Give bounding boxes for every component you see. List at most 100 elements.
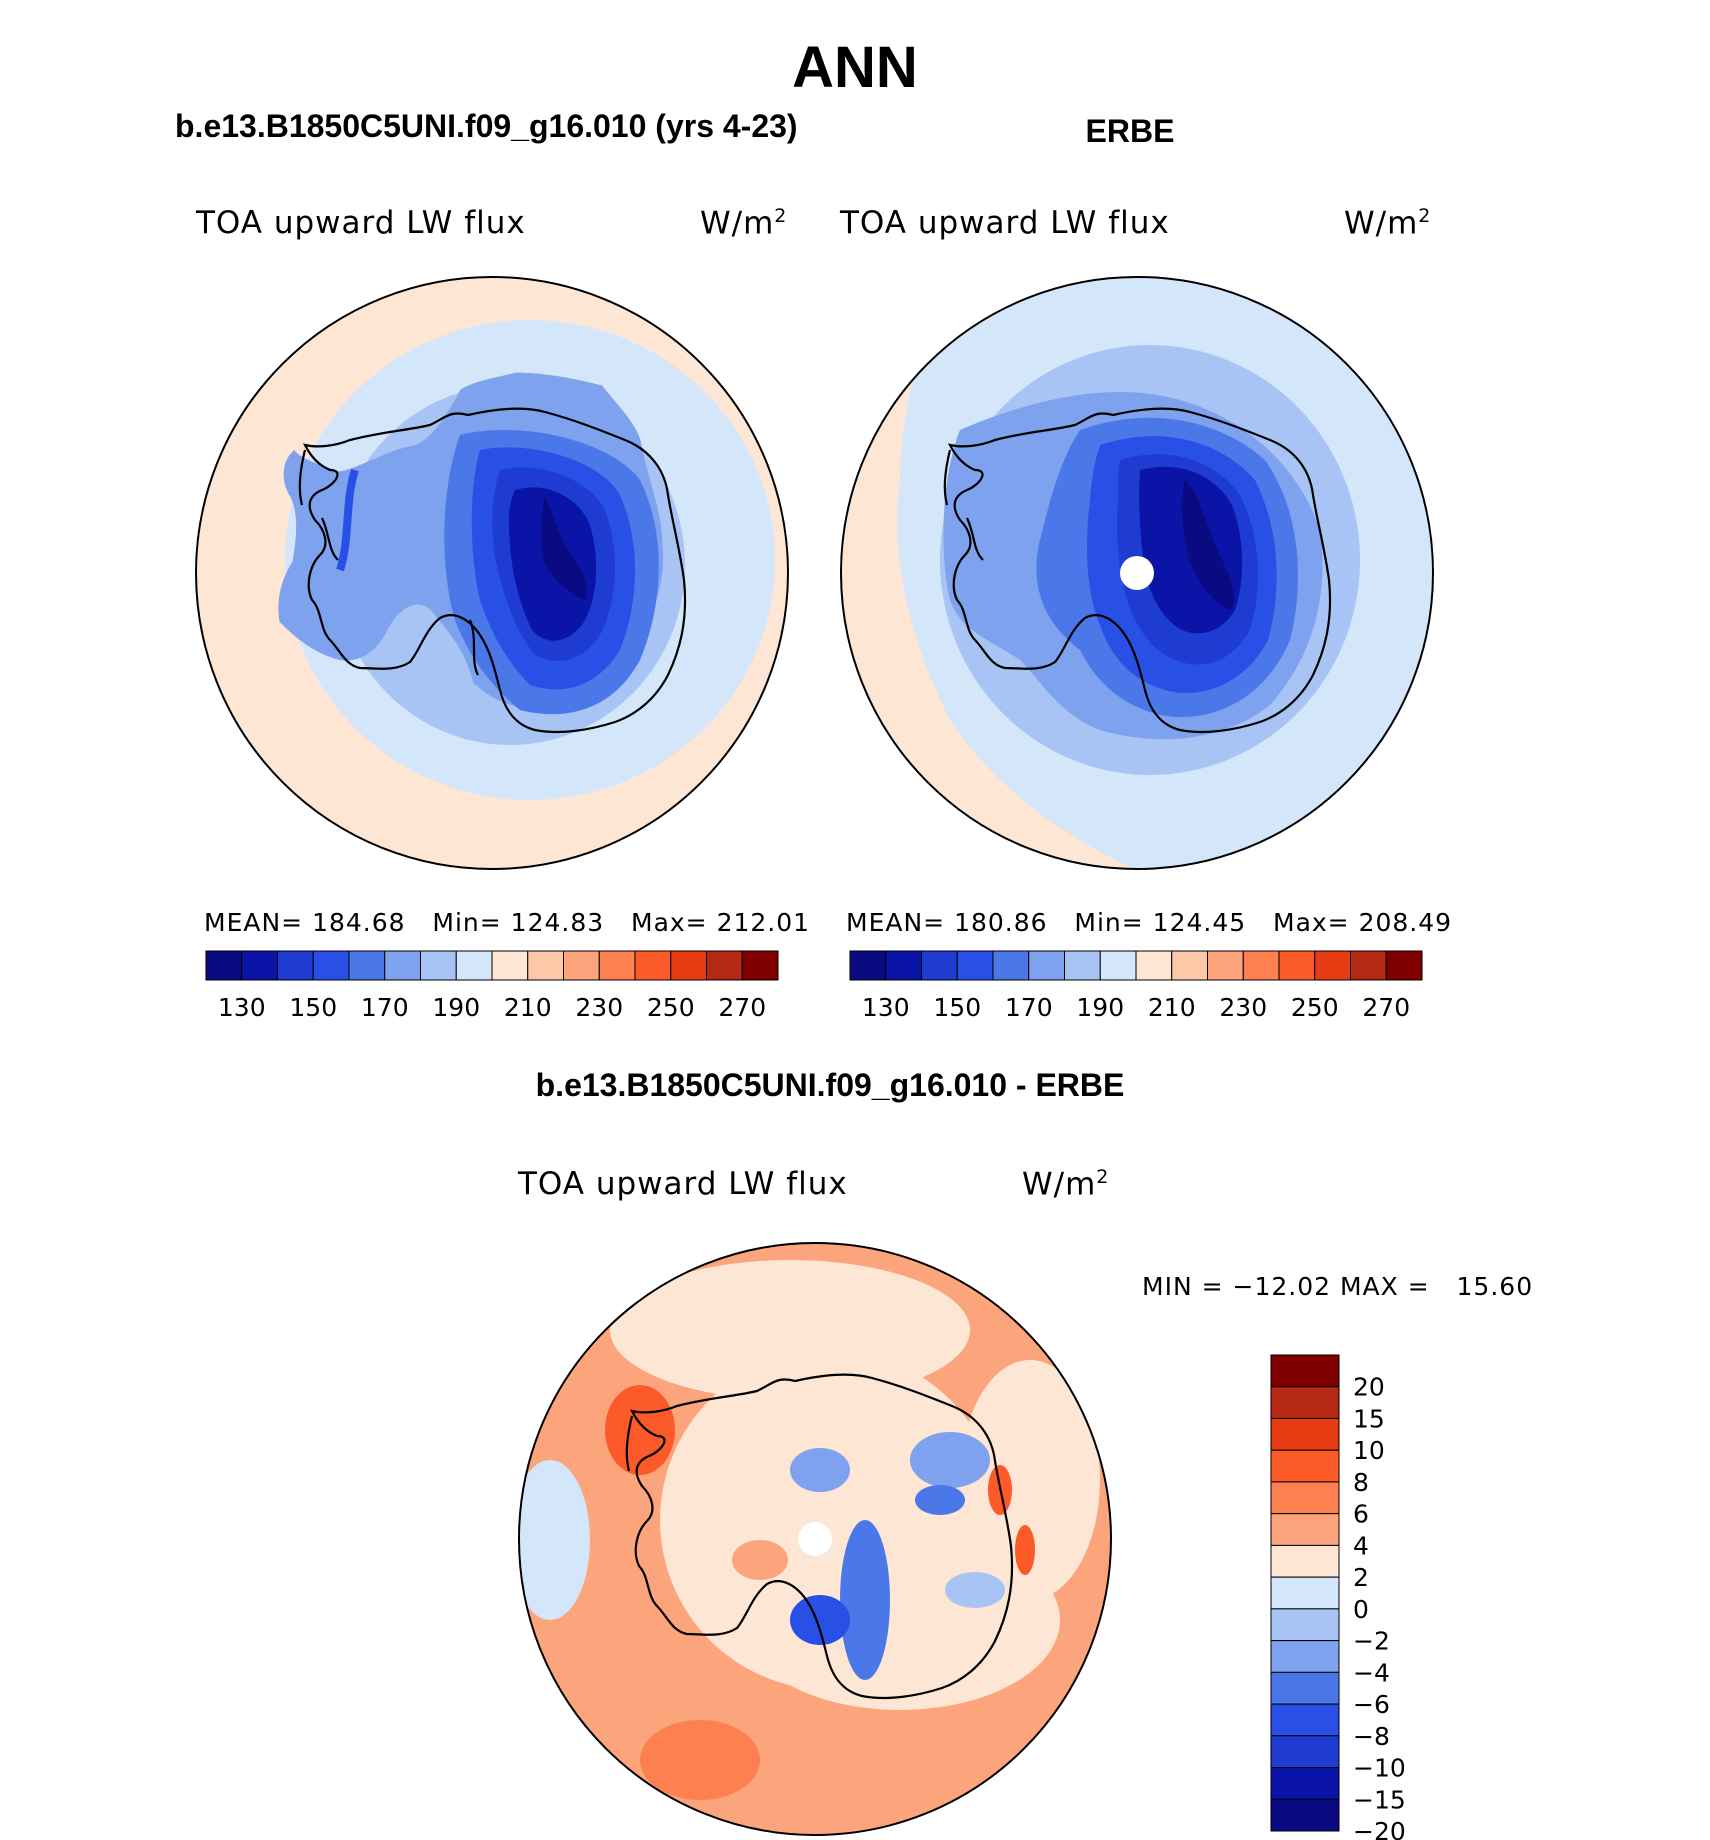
- obs-min-value: 124.45: [1152, 908, 1247, 937]
- diff-colorbar-tick-label: 20: [1353, 1373, 1385, 1402]
- diff-colorbar-tick-label: −4: [1353, 1658, 1390, 1687]
- model-colorbar-swatch: [348, 950, 386, 981]
- model-map: [196, 277, 788, 869]
- diff-colorbar-swatch: [1270, 1576, 1340, 1610]
- model-colorbar-tick-label: 230: [575, 993, 623, 1022]
- diff-colorbar-tick-label: 0: [1353, 1595, 1369, 1624]
- model-colorbar-swatch: [706, 950, 743, 981]
- model-colorbar-swatch: [527, 950, 564, 981]
- model-colorbar-swatch: [384, 950, 421, 981]
- model-colorbar-swatch: [741, 950, 779, 981]
- obs-colorbar-tick-label: 210: [1148, 993, 1196, 1022]
- diff-colorbar-swatch: [1270, 1354, 1340, 1388]
- diff-colorbar-swatch: [1270, 1544, 1340, 1578]
- model-panel-title: b.e13.B1850C5UNI.f09_g16.010 (yrs 4-23): [175, 108, 798, 144]
- model-colorbar-swatch: [634, 950, 672, 981]
- obs-colorbar-swatch: [1314, 950, 1351, 981]
- obs-colorbar-swatch: [1207, 950, 1244, 981]
- diff-colorbar-tick-label: 10: [1353, 1436, 1385, 1465]
- model-colorbar-tick-label: 150: [289, 993, 337, 1022]
- diff-colorbar-swatch: [1270, 1386, 1340, 1419]
- obs-colorbar-swatch: [1350, 950, 1387, 981]
- obs-pole-hole: [1120, 556, 1154, 590]
- obs-colorbar-tick-label: 250: [1291, 993, 1339, 1022]
- diff-colorbar-tick-label: 2: [1353, 1563, 1369, 1592]
- obs-colorbar-swatch: [1385, 950, 1423, 981]
- diff-pole-hole: [798, 1522, 832, 1556]
- model-colorbar-swatch: [563, 950, 600, 981]
- diff-colorbar-swatch: [1270, 1798, 1340, 1832]
- obs-units-text: W/m: [1344, 205, 1419, 242]
- model-units-text: W/m: [700, 205, 775, 242]
- obs-colorbar: 130 150 170 190 210 230 250 270: [849, 950, 1423, 1022]
- diff-colorbar-tick-label: −8: [1353, 1722, 1390, 1751]
- model-colorbar: 130 150 170 190 210 230 250 270: [205, 950, 779, 1022]
- obs-variable-label: TOA upward LW flux: [840, 205, 1170, 241]
- diff-colorbar-tick-label: 4: [1353, 1531, 1369, 1560]
- model-stats: MEAN= 184.68 Min= 124.83 Max= 212.01: [204, 908, 810, 937]
- model-variable-label: TOA upward LW flux: [196, 205, 526, 241]
- obs-colorbar-swatch: [849, 950, 887, 981]
- diff-colorbar-tick-label: 8: [1353, 1468, 1369, 1497]
- diff-colorbar-tick-label: −15: [1353, 1785, 1406, 1814]
- obs-colorbar-tick-label: 230: [1219, 993, 1267, 1022]
- model-mean-value: 184.68: [312, 908, 406, 937]
- diff-coastline: [625, 1373, 1014, 1700]
- model-colorbar-swatch: [205, 950, 243, 981]
- diff-map-border: [518, 1242, 1112, 1836]
- diff-colorbar-tick-label: −2: [1353, 1627, 1390, 1656]
- diff-colorbar-swatch: [1270, 1703, 1340, 1737]
- diff-colorbar-tick-label: 6: [1353, 1500, 1369, 1529]
- diff-colorbar-swatch: [1270, 1449, 1340, 1483]
- diff-colorbar-tick-label: 15: [1353, 1404, 1385, 1433]
- obs-map-border: [840, 276, 1434, 870]
- model-colorbar-swatch: [455, 950, 493, 981]
- obs-coastline: [943, 407, 1332, 734]
- obs-colorbar-swatch: [1099, 950, 1137, 981]
- obs-colorbar-tick-label: 270: [1362, 993, 1410, 1022]
- figure-title: ANN: [792, 35, 918, 100]
- obs-colorbar-tick-label: 130: [862, 993, 910, 1022]
- obs-units-label: W/m2: [1344, 205, 1431, 241]
- obs-colorbar-swatch: [1242, 950, 1280, 981]
- model-min-label: Min=: [432, 908, 502, 937]
- diff-colorbar-swatch: [1270, 1481, 1340, 1515]
- obs-mean-value: 180.86: [954, 908, 1048, 937]
- obs-max-value: 208.49: [1358, 908, 1453, 937]
- model-colorbar-swatch: [312, 950, 350, 981]
- model-colorbar-tick-label: 210: [504, 993, 552, 1022]
- model-colorbar-tick-label: 270: [718, 993, 766, 1022]
- obs-max-label: Max=: [1273, 908, 1350, 937]
- model-colorbar-swatch: [277, 950, 314, 981]
- diff-max-value: 15.60: [1456, 1272, 1534, 1301]
- obs-colorbar-swatch: [1171, 950, 1208, 981]
- obs-colorbar-swatch: [1028, 950, 1065, 981]
- model-max-label: Max=: [631, 908, 708, 937]
- diff-colorbar-swatch: [1270, 1640, 1340, 1673]
- model-units-label: W/m2: [700, 205, 787, 241]
- diff-units-exponent: 2: [1096, 1166, 1110, 1188]
- model-min-value: 124.83: [510, 908, 605, 937]
- model-coastline: [298, 407, 687, 734]
- diff-colorbar-swatch: [1270, 1417, 1340, 1451]
- model-colorbar-swatch: [241, 950, 278, 981]
- model-colorbar-tick-label: 130: [218, 993, 266, 1022]
- model-colorbar-swatch: [420, 950, 457, 981]
- model-colorbar-tick-label: 170: [361, 993, 409, 1022]
- obs-mean-label: MEAN=: [846, 908, 946, 937]
- diff-colorbar-swatch: [1270, 1513, 1340, 1546]
- obs-colorbar-tick-label: 190: [1076, 993, 1124, 1022]
- diff-units-label: W/m2: [1022, 1166, 1109, 1202]
- model-map-border: [195, 276, 789, 870]
- diff-colorbar-tick-label: −6: [1353, 1690, 1390, 1719]
- obs-colorbar-swatch: [921, 950, 958, 981]
- model-colorbar-swatch: [491, 950, 529, 981]
- diff-variable-label: TOA upward LW flux: [518, 1166, 848, 1202]
- diff-colorbar-tick-label: −20: [1353, 1817, 1406, 1840]
- diff-min-value: −12.02: [1232, 1272, 1332, 1301]
- diff-units-text: W/m: [1022, 1166, 1097, 1203]
- diff-minmax: MIN = −12.02 MAX = 15.60: [1142, 1272, 1533, 1301]
- diff-map: [519, 1243, 1111, 1835]
